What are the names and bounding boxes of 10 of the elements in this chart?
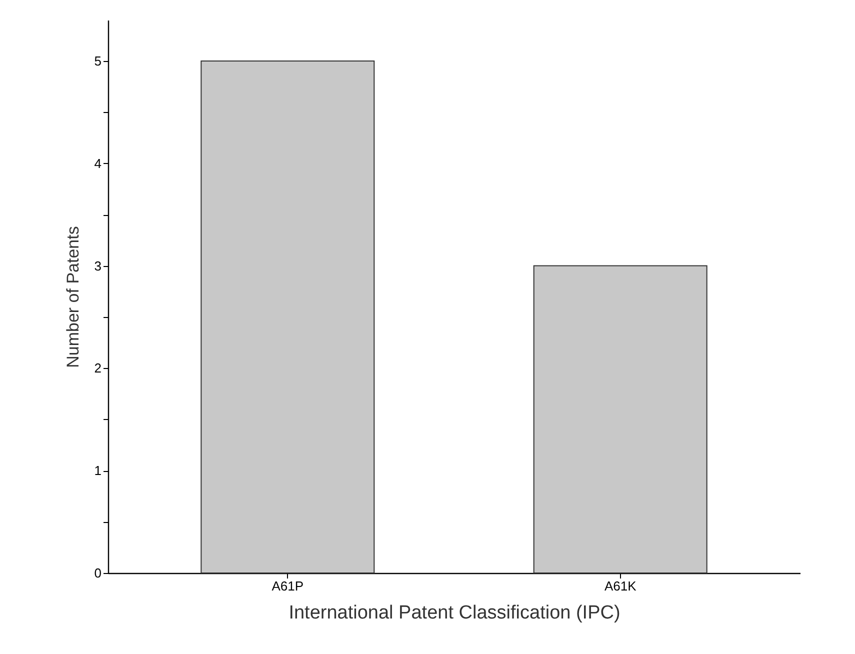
x-axis-title: International Patent Classification (IPC) xyxy=(288,602,620,624)
y-tick-label: 3 xyxy=(94,258,102,274)
y-tick-label: 1 xyxy=(94,463,102,478)
x-tick-label: A61P xyxy=(272,578,304,594)
y-tick-label: 0 xyxy=(94,566,102,580)
y-tick-label: 5 xyxy=(94,53,102,68)
x-tick-label: A61K xyxy=(604,578,637,594)
y-axis-title: Number of Patents xyxy=(63,226,82,368)
y-tick-label: 4 xyxy=(94,156,102,171)
y-tick-label: 2 xyxy=(94,360,102,376)
